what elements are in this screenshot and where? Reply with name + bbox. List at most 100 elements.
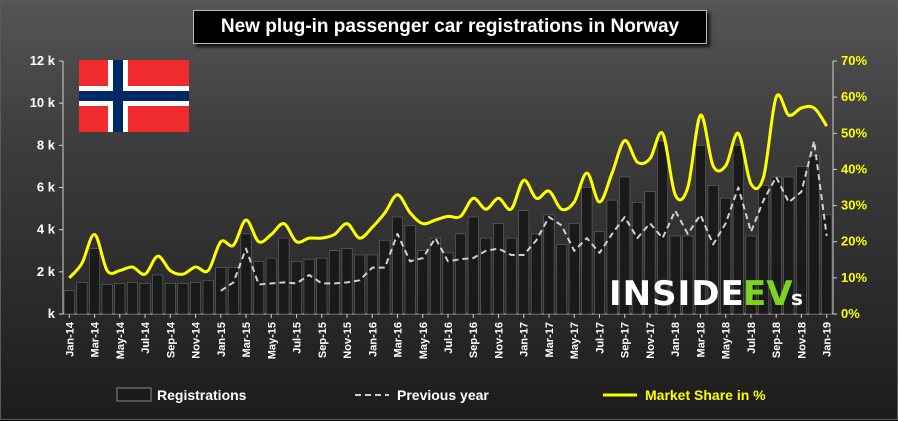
x-tick-label: Sep-14 bbox=[165, 321, 177, 358]
bar-registrations bbox=[783, 176, 795, 315]
right-tick-label: 70% bbox=[841, 53, 867, 68]
left-tick-label: 8 k bbox=[37, 137, 56, 152]
bar-registrations bbox=[467, 216, 479, 315]
bar-registrations bbox=[215, 267, 227, 315]
norway-flag-icon bbox=[79, 60, 189, 132]
bar-registrations bbox=[126, 282, 138, 315]
bar-registrations bbox=[593, 231, 605, 315]
x-tick-label: Sep-17 bbox=[620, 322, 632, 358]
x-tick-label: Mar-15 bbox=[241, 322, 253, 357]
left-tick-label: 2 k bbox=[37, 264, 56, 279]
bar-registrations bbox=[543, 214, 555, 315]
bar-registrations bbox=[164, 283, 176, 315]
x-tick-label: Sep-18 bbox=[771, 322, 783, 358]
bar-registrations bbox=[379, 239, 391, 315]
bar-registrations bbox=[631, 201, 643, 315]
bar-registrations bbox=[341, 248, 353, 315]
right-tick-label: 60% bbox=[841, 89, 867, 104]
bar-registrations bbox=[606, 199, 618, 315]
bar-registrations bbox=[278, 237, 290, 315]
x-tick-label: Jul-14 bbox=[140, 321, 152, 354]
x-tick-label: Jan-17 bbox=[519, 322, 531, 357]
right-tick-label: 10% bbox=[841, 270, 867, 285]
bar-registrations bbox=[227, 267, 239, 315]
bar-registrations bbox=[808, 155, 820, 315]
x-tick-label: Mar-18 bbox=[696, 322, 708, 357]
logo-text-s: s bbox=[791, 286, 803, 310]
x-tick-label: Jan-14 bbox=[64, 321, 76, 357]
left-tick-label: 10 k bbox=[30, 95, 56, 110]
bar-registrations bbox=[821, 214, 833, 315]
bar-registrations bbox=[303, 258, 315, 315]
bar-registrations bbox=[316, 257, 328, 315]
chart-title: New plug-in passenger car registrations … bbox=[193, 10, 707, 44]
bar-registrations bbox=[240, 233, 252, 315]
x-tick-label: Nov-17 bbox=[645, 322, 657, 359]
bar-registrations bbox=[493, 223, 504, 315]
x-tick-label: May-18 bbox=[721, 322, 733, 359]
bar-registrations bbox=[429, 237, 441, 315]
legend: Registrations Previous year Market Share… bbox=[116, 387, 766, 403]
bar-registrations bbox=[354, 254, 366, 315]
bar-registrations bbox=[366, 254, 378, 315]
bar-registrations bbox=[265, 257, 277, 315]
bar-registrations bbox=[758, 185, 770, 315]
bar-registrations bbox=[480, 237, 492, 315]
x-tick-label: May-17 bbox=[569, 322, 581, 359]
bar-registrations bbox=[291, 260, 303, 315]
x-tick-label: Mar-14 bbox=[90, 321, 102, 357]
bar-registrations bbox=[190, 282, 202, 315]
bar-registrations bbox=[139, 283, 151, 315]
x-tick-label: Nov-18 bbox=[796, 322, 808, 359]
left-tick-label: 12 k bbox=[30, 53, 56, 68]
x-tick-label: Mar-16 bbox=[393, 322, 405, 357]
x-tick-label: May-14 bbox=[115, 321, 127, 359]
right-tick-label: 50% bbox=[841, 125, 867, 140]
bar-registrations bbox=[682, 235, 694, 315]
bar-registrations bbox=[392, 216, 403, 315]
bar-registrations bbox=[202, 279, 214, 315]
bar-registrations bbox=[89, 248, 101, 315]
logo-text-ev: EV bbox=[743, 274, 793, 314]
left-tick-label: 4 k bbox=[37, 222, 56, 237]
bar-registrations bbox=[76, 282, 88, 315]
insideevs-logo: INSIDE EV s bbox=[609, 274, 803, 314]
legend-label-previous-year: Previous year bbox=[397, 387, 489, 403]
bar-registrations bbox=[707, 185, 719, 315]
bar-registrations bbox=[530, 233, 542, 315]
legend-swatch-registrations bbox=[116, 387, 152, 402]
x-tick-label: Nov-14 bbox=[191, 321, 203, 359]
right-tick-label: 30% bbox=[841, 198, 867, 213]
bar-registrations bbox=[253, 260, 265, 315]
x-tick-label: Sep-15 bbox=[317, 322, 329, 358]
x-tick-label: Jan-19 bbox=[822, 322, 834, 357]
legend-label-market-share: Market Share in % bbox=[645, 387, 766, 403]
series-line-previous-year bbox=[220, 140, 828, 292]
bar-registrations bbox=[101, 284, 113, 315]
left-tick-label: 6 k bbox=[37, 180, 56, 195]
x-tick-label: May-16 bbox=[418, 322, 430, 359]
x-tick-label: Nov-16 bbox=[494, 322, 506, 359]
bar-registrations bbox=[556, 244, 568, 315]
x-tick-label: Jan-18 bbox=[670, 322, 682, 357]
x-tick-label: Jul-17 bbox=[595, 322, 607, 354]
bar-registrations bbox=[63, 290, 75, 315]
bar-registrations bbox=[455, 233, 467, 315]
bar-registrations bbox=[732, 145, 744, 315]
x-tick-label: Jul-16 bbox=[443, 322, 455, 354]
bar-registrations bbox=[568, 223, 580, 315]
bar-registrations bbox=[177, 283, 189, 315]
bar-registrations bbox=[518, 210, 530, 315]
x-tick-label: Nov-15 bbox=[342, 322, 354, 359]
bar-registrations bbox=[114, 283, 126, 315]
series-line-market-share bbox=[68, 93, 828, 279]
x-tick-label: May-15 bbox=[266, 322, 278, 359]
x-tick-label: Jul-15 bbox=[292, 322, 304, 354]
logo-text-inside: INSIDE bbox=[609, 274, 745, 314]
legend-label-registrations: Registrations bbox=[157, 387, 247, 403]
right-tick-label: 0% bbox=[841, 306, 860, 321]
bar-registrations bbox=[505, 237, 517, 315]
left-tick-label: k bbox=[48, 306, 56, 321]
